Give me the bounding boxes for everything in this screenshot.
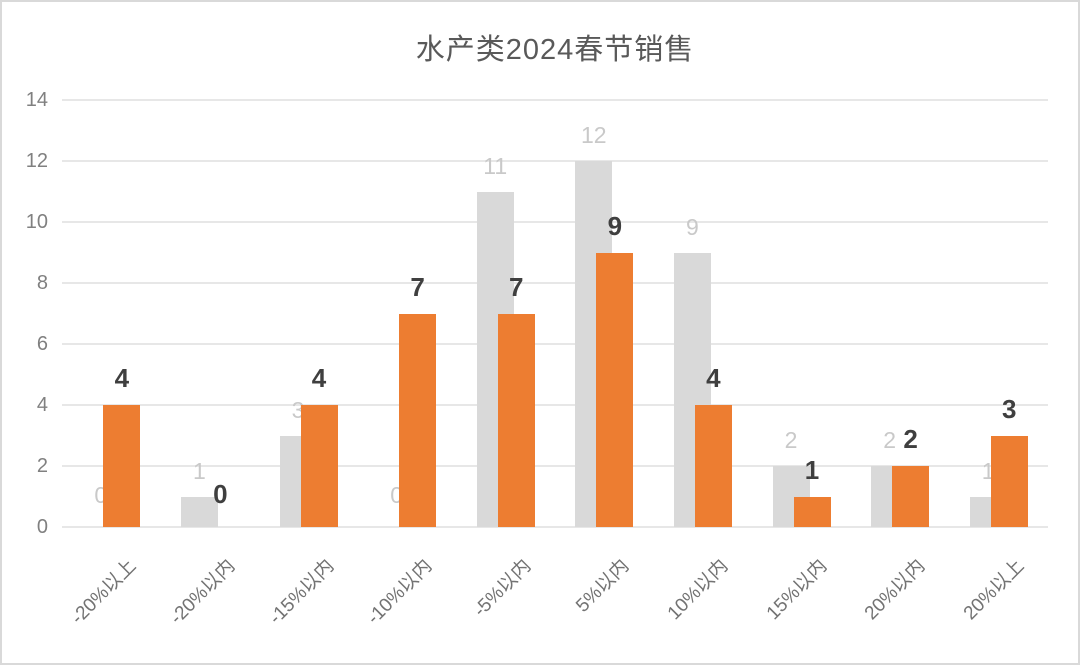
gridline (62, 465, 1048, 467)
bar-orange-series (694, 405, 732, 527)
gridline (62, 404, 1048, 406)
y-tick-label: 4 (36, 394, 48, 416)
x-category-label: -20%以上 (67, 555, 141, 629)
bar-orange-series (103, 405, 141, 527)
gridline (62, 282, 1048, 284)
bar-orange-series (892, 466, 930, 527)
value-label-orange-series: 3 (1001, 393, 1017, 424)
value-label-gray-series: 11 (483, 152, 508, 179)
value-label-gray-series: 9 (685, 213, 699, 240)
value-label-gray-series: 2 (883, 427, 896, 453)
gridline (62, 526, 1048, 528)
value-label-orange-series: 0 (213, 479, 228, 509)
value-label-orange-series: 4 (114, 363, 130, 393)
y-tick-label: 0 (36, 516, 48, 538)
bar-orange-series (399, 313, 437, 527)
value-label-orange-series: 7 (508, 271, 524, 302)
value-label-gray-series: 12 (581, 122, 607, 148)
value-label-orange-series: 4 (706, 363, 721, 393)
y-tick-label: 2 (36, 455, 48, 477)
gridline (62, 99, 1048, 101)
value-label-orange-series: 7 (410, 271, 425, 302)
gridline (62, 221, 1048, 223)
y-tick-label: 6 (36, 333, 48, 355)
bar-orange-series (793, 496, 831, 527)
value-label-gray-series: 2 (784, 427, 798, 453)
value-label-orange-series: 4 (311, 363, 327, 393)
y-tick-label: 12 (25, 150, 48, 172)
y-tick-label: 8 (36, 272, 48, 294)
chart-title: 水产类2024春节销售 (415, 34, 695, 66)
value-label-orange-series: 9 (607, 210, 623, 241)
plot-area: 0 1 3 0 11 12 9 2 2 1 4 0 4 7 7 9 4 1 2 3 (62, 99, 1048, 528)
value-label-gray-series: 1 (192, 457, 206, 484)
gridline (62, 343, 1048, 345)
y-tick-label: 10 (25, 211, 48, 233)
bar-orange-series (596, 252, 634, 527)
y-tick-label: 14 (25, 89, 48, 111)
gridline (62, 160, 1048, 162)
bar-gray-series (180, 496, 218, 527)
bar-orange-series (497, 313, 535, 527)
value-label-orange-series: 2 (903, 424, 918, 454)
bar-orange-series (990, 435, 1028, 527)
bar-orange-series (300, 405, 338, 527)
value-label-orange-series: 1 (804, 454, 820, 485)
